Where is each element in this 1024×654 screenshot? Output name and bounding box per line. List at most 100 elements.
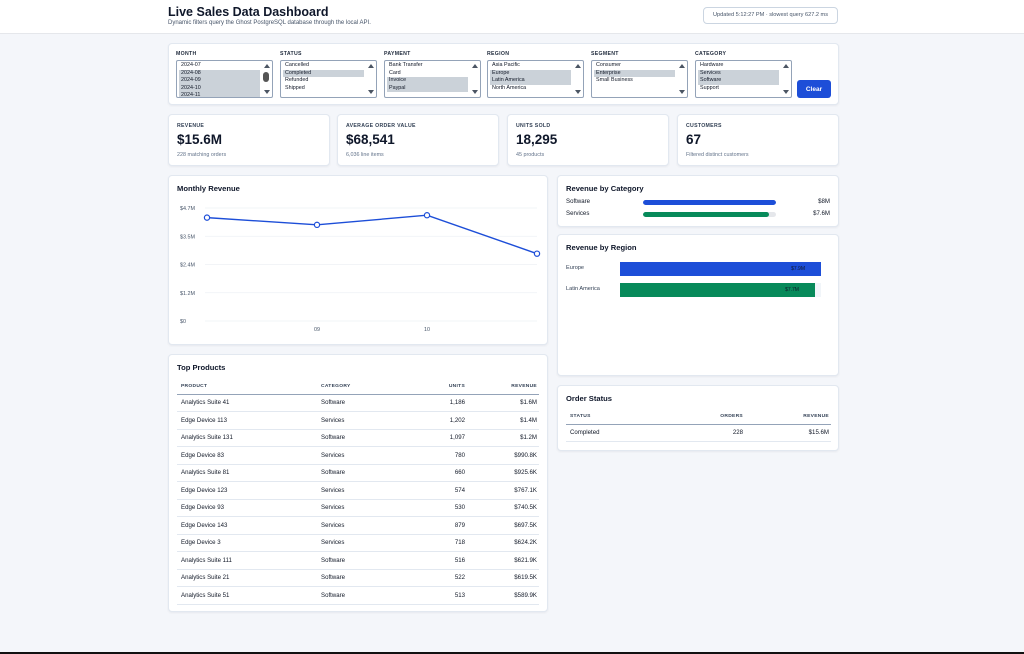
category-value: $7.6M (813, 210, 830, 217)
category-cell: Software (321, 394, 405, 412)
column-header-category[interactable]: CATEGORY (321, 380, 405, 395)
table-row[interactable]: Analytics Suite 21 Software 522 $619.5K (177, 569, 539, 587)
x-tick-label: 10 (424, 327, 430, 333)
filter-option[interactable]: Invoice (387, 77, 468, 85)
listbox-scrollbar[interactable] (366, 62, 375, 96)
orders-cell: 228 (683, 424, 743, 442)
product-cell: Edge Device 143 (177, 516, 321, 535)
table-row[interactable]: Analytics Suite 51 Software 513 $589.9K (177, 586, 539, 605)
listbox-scrollbar[interactable] (677, 62, 686, 96)
kpi-card-average-order-value: AVERAGE ORDER VALUE $68,541 6,036 line i… (337, 114, 499, 166)
region-bar-track: $7.9M (620, 262, 821, 276)
filter-option[interactable]: Small Business (596, 77, 633, 84)
scroll-up-icon[interactable] (368, 64, 374, 68)
table-row[interactable]: Analytics Suite 131 Software 1,097 $1.2M (177, 429, 539, 447)
scroll-up-icon[interactable] (679, 64, 685, 68)
column-header-revenue[interactable]: REVENUE (743, 410, 831, 425)
kpi-label: AVERAGE ORDER VALUE (346, 123, 416, 129)
filter-option[interactable]: Refunded (285, 77, 309, 84)
filter-option[interactable]: 2024-10 (179, 84, 260, 93)
region-multiselect[interactable]: Asia Pacific Europe Latin America North Ame… (487, 60, 584, 98)
filter-option[interactable]: North America (492, 84, 527, 91)
kpi-value: 18,295 (516, 132, 558, 147)
units-cell: 1,202 (405, 411, 465, 430)
column-header-status[interactable]: STATUS (566, 410, 683, 425)
filter-label: CATEGORY (695, 51, 727, 57)
table-row[interactable]: Analytics Suite 41 Software 1,186 $1.6M (177, 394, 539, 412)
table-row[interactable]: Edge Device 143 Services 879 $697.5K (177, 516, 539, 535)
scroll-up-icon[interactable] (783, 64, 789, 68)
scroll-up-icon[interactable] (472, 64, 478, 68)
scroll-down-icon[interactable] (264, 90, 270, 94)
category-name: Services (566, 210, 590, 217)
filter-option[interactable]: Completed (283, 69, 364, 78)
filter-option[interactable]: Software (698, 77, 779, 85)
revenue-cell: $1.6M (465, 394, 539, 412)
table-row[interactable]: Analytics Suite 111 Software 516 $621.9K (177, 551, 539, 570)
top-products-title: Top Products (177, 363, 226, 372)
filter-option[interactable]: Bank Transfer (389, 62, 423, 68)
scrollbar-thumb[interactable] (263, 72, 269, 82)
listbox-scrollbar[interactable] (781, 62, 790, 96)
segment-multiselect[interactable]: Consumer Enterprise Small Business (591, 60, 688, 98)
filter-group-segment: SEGMENT Consumer Enterprise Small Business (591, 51, 688, 98)
category-bar-track (643, 211, 776, 217)
column-header-orders[interactable]: ORDERS (683, 410, 743, 425)
filter-group-category: CATEGORY Hardware Services Software Support (695, 51, 792, 98)
y-tick-label: $1.2M (180, 291, 195, 297)
data-point (203, 214, 211, 221)
product-cell: Analytics Suite 21 (177, 569, 321, 587)
listbox-scrollbar[interactable] (262, 62, 271, 96)
month-multiselect[interactable]: 2024-07 2024-08 2024-09 2024-10 2024-11 (176, 60, 273, 98)
category-cell: Services (321, 446, 405, 465)
column-header-units[interactable]: UNITS (405, 380, 465, 395)
filter-option[interactable]: Europe (490, 69, 571, 78)
scroll-down-icon[interactable] (783, 90, 789, 94)
filter-option[interactable]: Hardware (700, 62, 724, 68)
filter-option[interactable]: Cancelled (285, 62, 309, 68)
filter-option[interactable]: Services (698, 69, 779, 78)
scroll-down-icon[interactable] (368, 90, 374, 94)
table-row[interactable]: Edge Device 93 Services 530 $740.5K (177, 499, 539, 517)
scroll-down-icon[interactable] (679, 90, 685, 94)
table-row[interactable]: Edge Device 3 Services 718 $624.2K (177, 534, 539, 552)
filter-option[interactable]: Enterprise (594, 69, 675, 78)
filter-option[interactable]: Latin America (490, 77, 571, 85)
filter-option[interactable]: Support (700, 84, 719, 91)
scroll-up-icon[interactable] (575, 64, 581, 68)
payment-multiselect[interactable]: Bank Transfer Card Invoice Paypal (384, 60, 481, 98)
filter-option[interactable]: Paypal (387, 84, 468, 93)
filter-option[interactable]: 2024-08 (179, 69, 260, 78)
clear-filters-button[interactable]: Clear (797, 80, 831, 98)
filter-option[interactable]: 2024-07 (181, 62, 201, 68)
units-cell: 1,097 (405, 429, 465, 447)
category-multiselect[interactable]: Hardware Services Software Support (695, 60, 792, 98)
category-bar (643, 199, 776, 205)
scroll-down-icon[interactable] (472, 90, 478, 94)
category-revenue-card: Revenue by Category Software $8M Services $… (557, 175, 839, 227)
filter-option[interactable]: 2024-11 (179, 92, 260, 97)
column-header-product[interactable]: PRODUCT (177, 380, 321, 395)
table-row[interactable]: Edge Device 83 Services 780 $990.8K (177, 446, 539, 465)
monthly-revenue-chart: $4.7M $3.5M $2.4M $1.2M $0 09 10 (180, 206, 541, 333)
filter-option[interactable]: Shipped (285, 84, 305, 91)
listbox-scrollbar[interactable] (573, 62, 582, 96)
status-multiselect[interactable]: Cancelled Completed Refunded Shipped (280, 60, 377, 98)
listbox-scrollbar[interactable] (470, 62, 479, 96)
filter-option[interactable]: Card (389, 69, 401, 76)
table-row[interactable]: Edge Device 123 Services 574 $767.1K (177, 481, 539, 500)
table-row[interactable]: Completed 228 $15.6M (566, 424, 831, 442)
filter-label: SEGMENT (591, 51, 619, 57)
filter-option[interactable]: 2024-09 (179, 77, 260, 85)
y-tick-label: $3.5M (180, 234, 195, 240)
filter-option[interactable]: Asia Pacific (492, 62, 520, 68)
scroll-up-icon[interactable] (264, 64, 270, 68)
filter-option[interactable]: Consumer (596, 62, 621, 68)
region-bar: $7.9M (620, 262, 821, 276)
table-row[interactable]: Analytics Suite 81 Software 660 $925.6K (177, 464, 539, 482)
column-header-revenue[interactable]: REVENUE (465, 380, 539, 395)
table-row[interactable]: Edge Device 113 Services 1,202 $1.4M (177, 411, 539, 430)
category-cell: Services (321, 534, 405, 552)
scroll-down-icon[interactable] (575, 90, 581, 94)
product-cell: Edge Device 83 (177, 446, 321, 465)
